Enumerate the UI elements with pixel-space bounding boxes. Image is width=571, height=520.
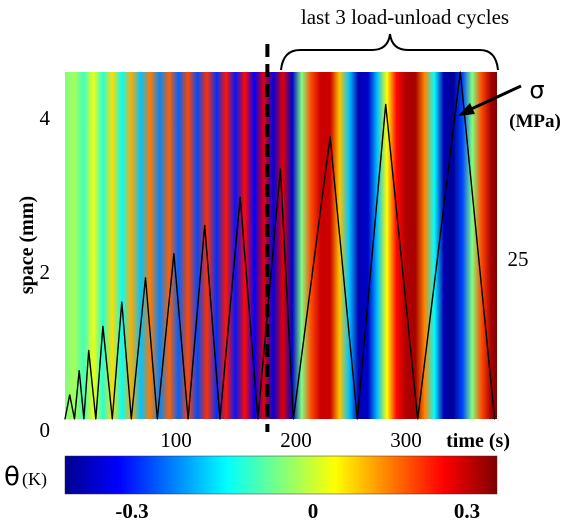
stress-point	[292, 418, 294, 420]
stress-point	[417, 418, 419, 420]
x-tick-label-100: 100	[160, 428, 192, 452]
stress-point	[219, 418, 221, 420]
sigma-unit-label: (MPa)	[509, 111, 561, 132]
stress-point	[83, 418, 85, 420]
sigma-arrow-shaft	[468, 84, 522, 112]
stress-point	[102, 325, 104, 327]
colorbar-tick-minus-0-3: -0.3	[115, 499, 148, 520]
sigma-arrow-head	[458, 103, 475, 116]
x-axis-label: time (s)	[446, 430, 510, 452]
stress-point	[144, 277, 147, 279]
stress-point	[173, 253, 175, 255]
x-tick-label-200: 200	[280, 428, 312, 452]
colorbar	[64, 455, 498, 495]
y-tick-label-0: 0	[40, 418, 51, 442]
bracket-annotation-text: last 3 load-unload cycles	[301, 5, 509, 29]
stress-point	[279, 168, 281, 170]
stress-point	[95, 418, 97, 420]
stress-point	[494, 418, 496, 420]
stress-point	[73, 418, 76, 420]
stress-point	[88, 349, 90, 351]
stress-point	[78, 370, 80, 372]
stress-point	[64, 418, 66, 420]
stress-point	[385, 103, 387, 105]
stress-point	[356, 418, 358, 420]
stress-point	[121, 301, 123, 303]
sigma-tick-label-25: 25	[508, 247, 529, 271]
y-axis-label: space (mm)	[16, 196, 38, 294]
sigma-symbol: σ	[529, 76, 544, 104]
stress-point	[239, 196, 241, 198]
heatmap-field	[65, 72, 497, 419]
stress-point	[204, 224, 206, 226]
colorbar-tick-0: 0	[308, 499, 319, 520]
y-tick-label-4: 4	[40, 106, 51, 130]
stress-point	[257, 418, 259, 420]
x-tick-label-300: 300	[390, 428, 422, 452]
stress-point	[459, 71, 461, 73]
colorbar-tick-0-3: 0.3	[454, 499, 480, 520]
stress-point	[130, 418, 132, 420]
stress-point	[187, 418, 189, 420]
stress-point	[156, 418, 158, 420]
colorbar-unit-label: (K)	[22, 469, 47, 490]
stress-point	[111, 418, 113, 420]
stress-point	[329, 136, 331, 138]
stress-point	[69, 394, 71, 396]
y-tick-label-2: 2	[40, 260, 51, 284]
bracket	[280, 33, 499, 71]
colorbar-theta-symbol: θ	[4, 462, 20, 492]
